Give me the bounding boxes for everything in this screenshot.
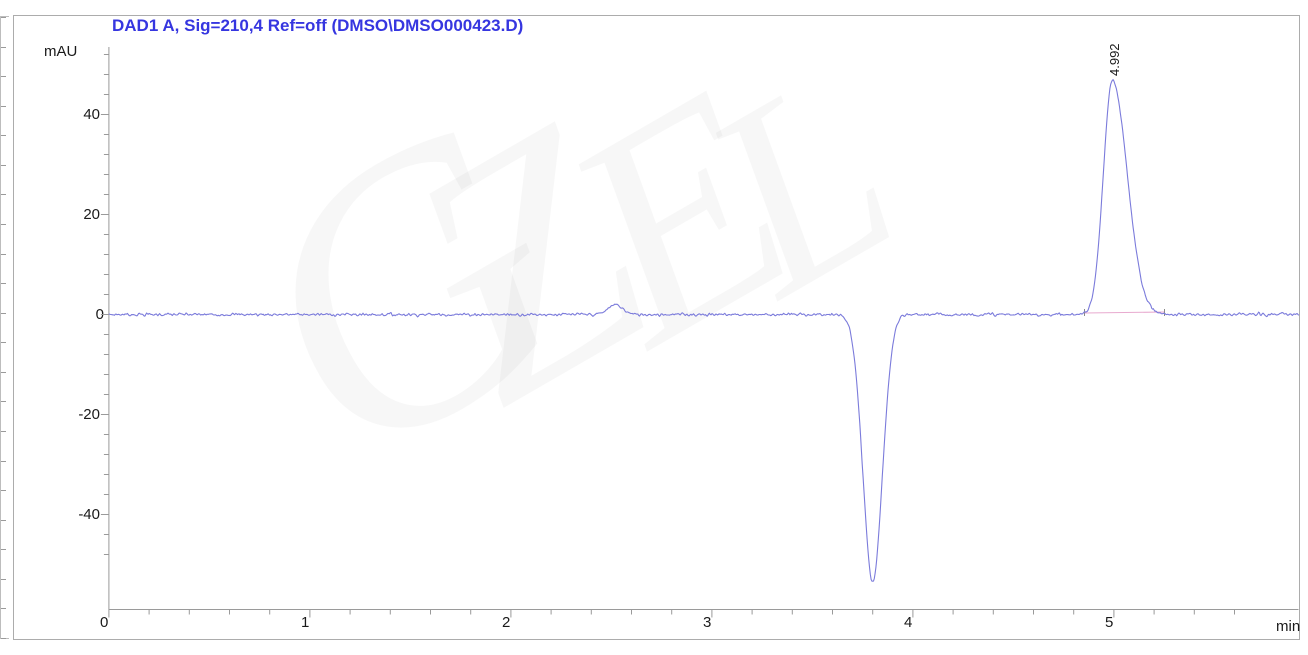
svg-text:4.992: 4.992 [1107,43,1122,76]
